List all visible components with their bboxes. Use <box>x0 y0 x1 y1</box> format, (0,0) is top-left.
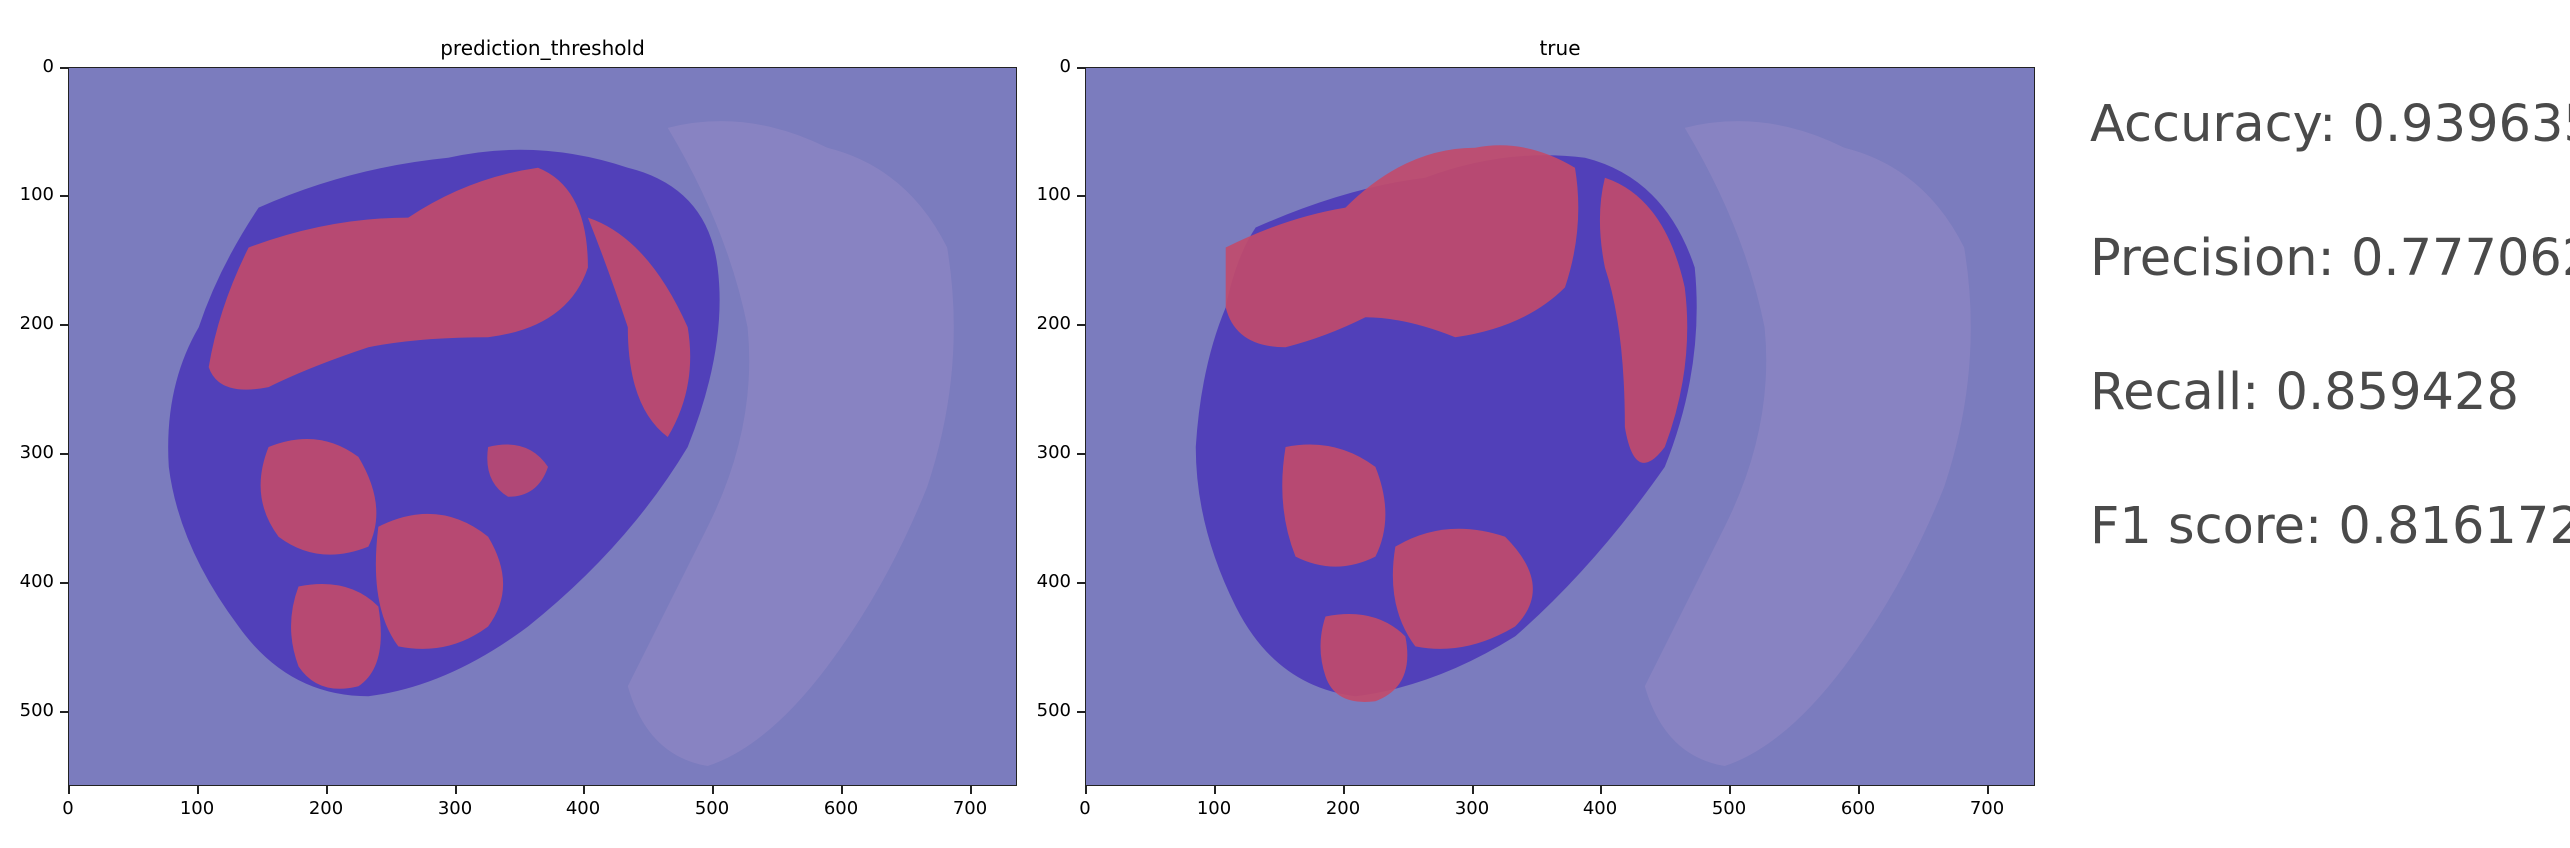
ytick: 100 <box>1036 184 1071 205</box>
xtick: 200 <box>308 798 344 819</box>
ytick: 400 <box>1036 571 1071 592</box>
plot-prediction <box>68 67 1017 786</box>
plot-true <box>1085 67 2035 786</box>
ytick: 200 <box>19 313 54 334</box>
precision-metric: Precision: 0.777062 <box>2090 229 2570 288</box>
overlay-image-prediction <box>168 121 954 767</box>
ytick: 500 <box>1036 700 1071 721</box>
ytick: 300 <box>1036 442 1071 463</box>
ytick: 500 <box>19 700 54 721</box>
ytick: 100 <box>19 184 54 205</box>
ytick: 300 <box>19 442 54 463</box>
xtick: 0 <box>1079 798 1091 819</box>
xtick: 600 <box>823 798 859 819</box>
ytick: 400 <box>19 571 54 592</box>
xtick: 100 <box>179 798 215 819</box>
ytick: 0 <box>42 56 54 77</box>
accuracy-metric: Accuracy: 0.939635 <box>2090 95 2570 154</box>
panel-title-prediction: prediction_threshold <box>440 36 645 60</box>
overlay-image-true <box>1195 121 1971 767</box>
xtick: 500 <box>1711 798 1747 819</box>
panel-title-true: true <box>1539 36 1581 60</box>
f1-metric: F1 score: 0.816172 <box>2090 497 2570 556</box>
xtick: 400 <box>565 798 601 819</box>
recall-metric: Recall: 0.859428 <box>2090 363 2519 422</box>
ytick: 0 <box>1059 56 1071 77</box>
xtick: 300 <box>1454 798 1490 819</box>
xtick: 0 <box>62 798 74 819</box>
xtick: 700 <box>1969 798 2005 819</box>
metrics-panel: Accuracy: 0.939635 Precision: 0.777062 R… <box>2090 90 2570 626</box>
xtick: 100 <box>1196 798 1232 819</box>
xtick: 600 <box>1840 798 1876 819</box>
xtick: 400 <box>1582 798 1618 819</box>
ytick: 200 <box>1036 313 1071 334</box>
xtick: 500 <box>694 798 730 819</box>
xtick: 700 <box>952 798 988 819</box>
xtick: 200 <box>1325 798 1361 819</box>
xtick: 300 <box>437 798 473 819</box>
